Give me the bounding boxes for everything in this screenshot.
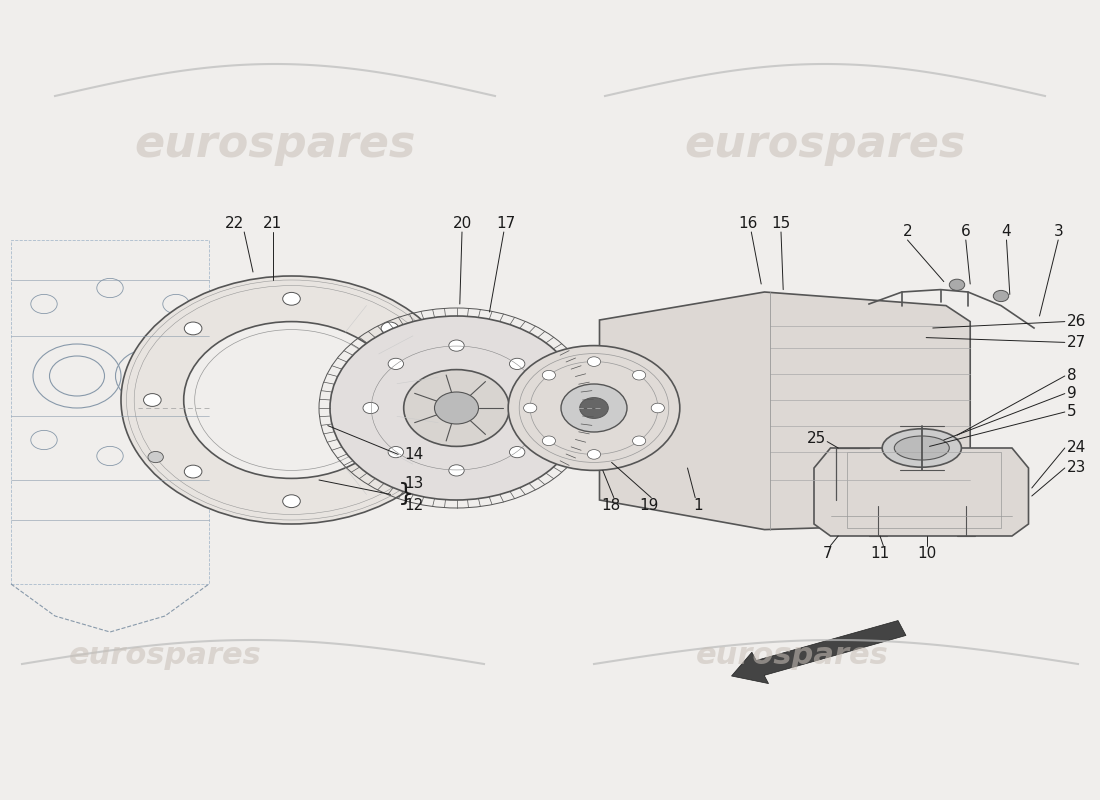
Circle shape <box>509 358 525 370</box>
Circle shape <box>561 384 627 432</box>
Circle shape <box>449 340 464 351</box>
Circle shape <box>542 370 556 380</box>
Circle shape <box>388 358 404 370</box>
Text: eurospares: eurospares <box>68 642 262 670</box>
Text: 7: 7 <box>823 546 832 561</box>
Text: 9: 9 <box>1067 386 1077 401</box>
Ellipse shape <box>882 429 961 467</box>
Circle shape <box>524 403 537 413</box>
Text: 14: 14 <box>405 447 425 462</box>
Text: 11: 11 <box>870 546 890 561</box>
Text: 15: 15 <box>771 217 791 231</box>
Circle shape <box>587 450 601 459</box>
Polygon shape <box>600 292 970 530</box>
Circle shape <box>434 392 478 424</box>
Circle shape <box>185 465 202 478</box>
Text: eurospares: eurospares <box>684 122 966 166</box>
Text: 8: 8 <box>1067 369 1077 383</box>
Text: 16: 16 <box>738 217 758 231</box>
Text: 26: 26 <box>1067 314 1087 329</box>
Text: 3: 3 <box>1054 225 1063 239</box>
Text: 24: 24 <box>1067 441 1087 455</box>
Text: 17: 17 <box>496 217 516 231</box>
Text: 19: 19 <box>639 498 659 513</box>
Text: 4: 4 <box>1002 225 1011 239</box>
Circle shape <box>632 370 646 380</box>
Circle shape <box>185 322 202 335</box>
Text: 2: 2 <box>903 225 912 239</box>
Text: 1: 1 <box>694 498 703 513</box>
Text: 22: 22 <box>224 217 244 231</box>
Text: 10: 10 <box>917 546 937 561</box>
Circle shape <box>283 292 300 305</box>
Circle shape <box>993 290 1009 302</box>
Text: }: } <box>398 482 415 506</box>
Circle shape <box>949 279 965 290</box>
Polygon shape <box>814 448 1028 536</box>
Circle shape <box>632 436 646 446</box>
Ellipse shape <box>894 436 949 460</box>
Circle shape <box>587 357 601 366</box>
Text: 21: 21 <box>263 217 283 231</box>
Text: 23: 23 <box>1067 461 1087 475</box>
Circle shape <box>148 451 164 462</box>
Circle shape <box>404 370 509 446</box>
Text: 20: 20 <box>452 217 472 231</box>
Text: eurospares: eurospares <box>134 122 416 166</box>
Circle shape <box>580 398 608 418</box>
Text: 13: 13 <box>405 477 425 491</box>
Circle shape <box>283 494 300 507</box>
Circle shape <box>363 402 378 414</box>
Text: 18: 18 <box>601 498 620 513</box>
Circle shape <box>330 316 583 500</box>
Circle shape <box>381 465 398 478</box>
Text: 25: 25 <box>806 431 826 446</box>
Circle shape <box>449 465 464 476</box>
Text: 6: 6 <box>961 225 970 239</box>
Circle shape <box>509 446 525 458</box>
FancyArrow shape <box>732 621 906 683</box>
Circle shape <box>535 402 550 414</box>
Text: eurospares: eurospares <box>695 642 889 670</box>
Circle shape <box>422 394 440 406</box>
Circle shape <box>121 276 462 524</box>
Text: 12: 12 <box>405 498 425 513</box>
Circle shape <box>388 446 404 458</box>
Circle shape <box>542 436 556 446</box>
Circle shape <box>381 322 398 335</box>
Circle shape <box>508 346 680 470</box>
Circle shape <box>184 322 399 478</box>
Circle shape <box>143 394 162 406</box>
Circle shape <box>419 451 435 462</box>
Text: 5: 5 <box>1067 405 1077 419</box>
Text: 27: 27 <box>1067 335 1087 350</box>
Circle shape <box>651 403 664 413</box>
